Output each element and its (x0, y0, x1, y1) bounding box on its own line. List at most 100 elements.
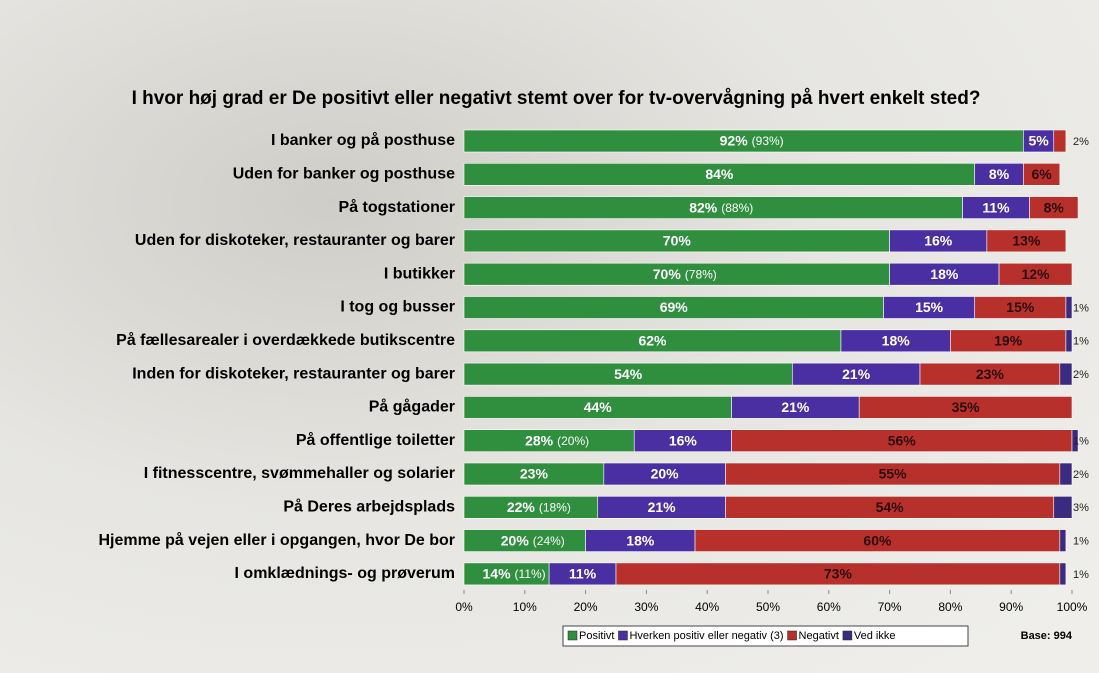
legend-swatch (843, 631, 852, 640)
comparison-label: (18%) (539, 500, 571, 514)
page: I hvor høj grad er De positivt eller neg… (0, 0, 1099, 673)
x-tick-label: 40% (695, 600, 719, 614)
y-tick-label: Uden for diskoteker, restauranter og bar… (135, 232, 455, 249)
value-label: 28% (525, 432, 554, 448)
value-label: 2% (1073, 136, 1089, 148)
value-label: 70% (653, 266, 682, 282)
y-tick-label: I fitnesscentre, svømmehaller og solarie… (144, 465, 455, 482)
chart: I hvor høj grad er De positivt eller neg… (0, 0, 1099, 673)
x-tick-label: 100% (1057, 600, 1088, 614)
value-label: 5% (1028, 133, 1049, 149)
value-label: 54% (614, 366, 643, 382)
value-label: 1% (1073, 436, 1089, 448)
value-label: 11% (982, 199, 1010, 215)
value-label: 1% (1073, 336, 1089, 348)
value-label: 60% (863, 532, 892, 548)
y-tick-label: Uden for banker og posthuse (233, 166, 455, 183)
value-label: 18% (882, 333, 911, 349)
value-label: 12% (1022, 266, 1051, 282)
value-label: 23% (520, 466, 549, 482)
value-label: 15% (1006, 299, 1035, 315)
bar-segment (1054, 496, 1072, 518)
value-label: 1% (1073, 536, 1089, 548)
value-label: 54% (876, 499, 905, 515)
x-tick-label: 70% (878, 600, 902, 614)
value-label: 62% (638, 333, 667, 349)
legend-swatch (618, 631, 627, 640)
comparison-label: (78%) (685, 267, 717, 281)
value-label: 20% (651, 466, 680, 482)
value-label: 18% (930, 266, 959, 282)
value-label: 18% (626, 532, 655, 548)
value-label: 3% (1073, 502, 1089, 514)
x-tick-label: 30% (634, 600, 658, 614)
value-label: 73% (824, 566, 853, 582)
value-label: 13% (1012, 233, 1041, 249)
bar-segment (1060, 530, 1066, 552)
y-tick-label: På Deres arbejdsplads (283, 498, 455, 516)
value-label: 8% (1044, 199, 1065, 215)
x-tick-label: 60% (817, 600, 841, 614)
value-label: 6% (1031, 166, 1052, 182)
value-label: 21% (842, 366, 871, 382)
y-tick-label: På fællesarealer i overdækkede butikscen… (116, 331, 455, 349)
value-label: 21% (648, 499, 677, 515)
y-tick-label: Inden for diskoteker, restauranter og ba… (132, 365, 455, 382)
bar-segment (1060, 563, 1066, 585)
legend-label: Negativt (799, 630, 839, 642)
x-tick-label: 80% (938, 600, 962, 614)
note: Base: 994 (1021, 630, 1073, 642)
value-label: 14% (483, 566, 512, 582)
x-tick-label: 0% (455, 600, 473, 614)
bar-segment (1054, 130, 1066, 152)
comparison-label: (11%) (515, 567, 546, 581)
y-tick-label: I omklædnings- og prøverum (235, 565, 455, 582)
legend-label: Positivt (579, 630, 614, 642)
x-tick-label: 10% (513, 600, 537, 614)
bar-segment (1066, 297, 1072, 319)
value-label: 21% (781, 399, 810, 415)
y-tick-label: I tog og busser (340, 299, 455, 316)
value-label: 1% (1073, 302, 1089, 314)
value-label: 69% (660, 299, 689, 315)
value-label: 8% (989, 166, 1010, 182)
value-label: 56% (888, 432, 917, 448)
bar-segment (1066, 330, 1072, 352)
value-label: 92% (720, 133, 749, 149)
legend-swatch (788, 631, 797, 640)
y-tick-label: Hjemme på vejen eller i opgangen, hvor D… (98, 531, 455, 549)
value-label: 44% (584, 399, 613, 415)
x-tick-label: 50% (756, 600, 780, 614)
x-tick-label: 90% (999, 600, 1023, 614)
value-label: 11% (569, 566, 597, 582)
y-tick-label: I banker og på posthuse (271, 131, 455, 149)
value-label: 19% (994, 333, 1023, 349)
comparison-label: (93%) (752, 134, 784, 148)
comparison-label: (20%) (557, 434, 589, 448)
value-label: 84% (705, 166, 734, 182)
value-label: 23% (976, 366, 1005, 382)
value-label: 16% (924, 233, 953, 249)
value-label: 16% (669, 432, 698, 448)
legend-swatch (568, 631, 577, 640)
x-tick-label: 20% (574, 600, 598, 614)
value-label: 35% (952, 399, 981, 415)
y-tick-label: På gågader (369, 398, 455, 416)
value-label: 70% (663, 233, 692, 249)
comparison-label: (24%) (533, 534, 565, 548)
value-label: 55% (879, 466, 908, 482)
y-tick-label: På togstationer (339, 198, 455, 216)
chart-title: I hvor høj grad er De positivt eller neg… (132, 88, 981, 109)
legend-label: Ved ikke (854, 630, 896, 642)
value-label: 2% (1073, 369, 1089, 381)
value-label: 82% (689, 199, 718, 215)
comparison-label: (88%) (721, 201, 753, 215)
legend-label: Hverken positiv eller negativ (3) (629, 630, 783, 642)
bar-segment (1060, 463, 1072, 485)
value-label: 22% (507, 499, 536, 515)
value-label: 15% (915, 299, 944, 315)
value-label: 2% (1073, 469, 1089, 481)
y-tick-label: På offentlige toiletter (296, 431, 455, 449)
value-label: 20% (501, 532, 530, 548)
value-label: 1% (1073, 569, 1089, 581)
